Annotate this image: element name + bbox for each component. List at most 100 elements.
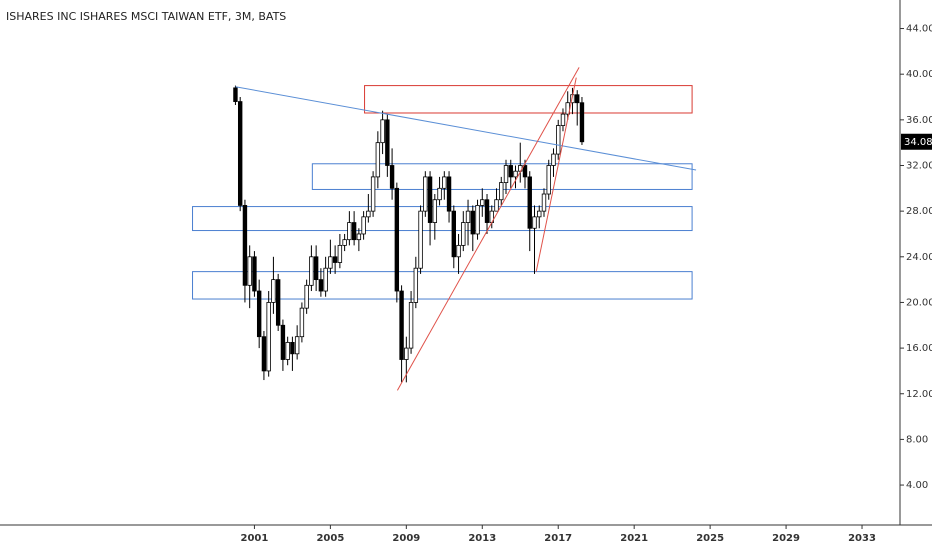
zone xyxy=(192,206,693,232)
candle-body xyxy=(484,199,490,223)
y-tick-label: 44.00 xyxy=(906,24,932,35)
y-tick-label: 28.00 xyxy=(906,206,932,217)
candle-body xyxy=(513,170,518,178)
candle-body xyxy=(356,233,362,241)
candle-body xyxy=(237,101,243,206)
candle-body xyxy=(242,205,248,286)
x-tick-label: 2013 xyxy=(468,533,496,544)
candle-body xyxy=(375,142,381,178)
candle-body xyxy=(337,244,343,263)
candle-body xyxy=(332,256,338,263)
candle-body xyxy=(465,210,471,223)
candle-body xyxy=(579,102,585,143)
candle-body xyxy=(252,256,257,292)
candle-body xyxy=(461,222,466,246)
x-tick-label: 2029 xyxy=(772,533,800,544)
candle-body xyxy=(328,256,333,269)
candle-body xyxy=(256,290,262,338)
candle-body xyxy=(399,290,404,360)
x-tick-label: 2005 xyxy=(316,533,344,544)
candle-body xyxy=(546,165,551,195)
zone xyxy=(364,85,693,114)
candle-body xyxy=(508,165,513,178)
candle-body xyxy=(271,279,276,303)
y-tick-label: 40.00 xyxy=(906,69,932,80)
candle-body xyxy=(247,256,252,286)
candle-body xyxy=(442,176,447,189)
x-tick-label: 2021 xyxy=(620,533,648,544)
candle-body xyxy=(408,302,414,349)
candle-body xyxy=(537,210,542,218)
candle-body xyxy=(309,256,314,286)
y-tick-label: 8.00 xyxy=(906,434,928,445)
candle-body xyxy=(285,341,290,360)
candle-body xyxy=(323,267,328,292)
x-tick-label: 2017 xyxy=(544,533,572,544)
y-tick-label: 12.00 xyxy=(906,389,932,400)
candle-body xyxy=(427,176,433,223)
candle-body xyxy=(451,210,456,258)
x-tick-label: 2001 xyxy=(241,533,269,544)
candle-body xyxy=(480,199,485,206)
candle-body xyxy=(385,119,390,166)
candle-body xyxy=(404,347,409,360)
y-tick-label: 20.00 xyxy=(906,297,932,308)
candle-body xyxy=(233,87,238,102)
trend-line xyxy=(396,67,580,391)
x-tick-label: 2033 xyxy=(848,533,876,544)
candle-body xyxy=(394,187,400,292)
candle-body xyxy=(413,267,419,303)
candle-body xyxy=(551,153,556,166)
candle-body xyxy=(275,279,281,326)
candle-body xyxy=(560,113,566,126)
candle-body xyxy=(266,302,271,372)
price-tag xyxy=(901,133,932,150)
candle-body xyxy=(304,284,309,309)
candle-body xyxy=(432,199,438,223)
candle-body xyxy=(342,239,347,246)
candle-body xyxy=(494,199,499,212)
candle-body xyxy=(470,210,475,235)
candle-body xyxy=(475,205,480,235)
candle-body xyxy=(294,336,300,355)
x-tick-label: 2009 xyxy=(392,533,420,544)
y-tick-label: 36.00 xyxy=(906,115,932,126)
candle-body xyxy=(541,193,547,212)
candle-body xyxy=(499,182,504,201)
candle-body xyxy=(380,119,385,144)
chart-title: ISHARES INC ISHARES MSCI TAIWAN ETF, 3M,… xyxy=(6,10,286,23)
y-tick-label: 4.00 xyxy=(906,480,928,491)
candle-body xyxy=(351,222,357,241)
candle-body xyxy=(261,336,267,372)
candle-body xyxy=(522,165,528,178)
candle-body xyxy=(556,125,561,155)
trend-line xyxy=(235,86,697,171)
candle-body xyxy=(313,256,319,281)
zone xyxy=(192,271,693,300)
candle-body xyxy=(575,94,580,104)
candle-body xyxy=(456,244,461,258)
y-tick-label: 32.00 xyxy=(906,160,932,171)
price-tag-label: 34.08 xyxy=(904,137,932,148)
candle-body xyxy=(366,210,371,218)
candle-body xyxy=(532,216,537,229)
candle-body xyxy=(370,176,376,212)
candle-body xyxy=(446,176,452,212)
candle-body xyxy=(437,187,442,201)
candle-body xyxy=(389,165,395,189)
candle-body xyxy=(318,279,324,292)
x-tick-label: 2025 xyxy=(696,533,724,544)
candle-body xyxy=(418,210,423,269)
y-tick-label: 24.00 xyxy=(906,252,932,263)
candle-body xyxy=(347,222,352,241)
candle-body xyxy=(503,165,509,184)
candle-body xyxy=(280,324,286,360)
trend-line xyxy=(535,77,577,272)
y-tick-label: 16.00 xyxy=(906,343,932,354)
candle-body xyxy=(361,216,366,235)
candle-body xyxy=(299,307,305,338)
candle-body xyxy=(290,341,295,355)
candle-body xyxy=(527,176,532,229)
